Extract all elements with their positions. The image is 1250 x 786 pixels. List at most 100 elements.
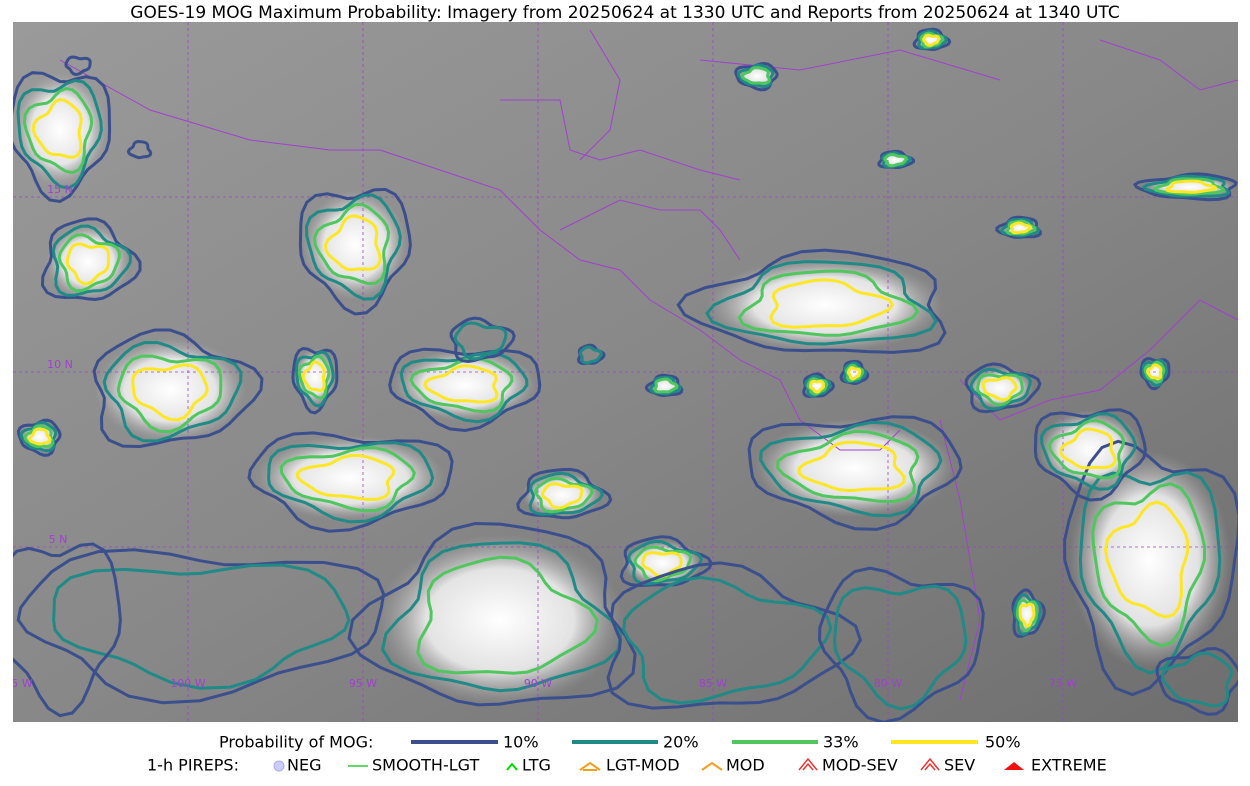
cloud	[94, 337, 246, 443]
lon-label: 95 W	[349, 677, 377, 690]
contour	[116, 354, 223, 434]
contour	[995, 215, 1042, 239]
contour	[922, 33, 941, 47]
contour	[912, 27, 952, 52]
contour	[1145, 363, 1163, 380]
contour	[740, 66, 772, 85]
contour	[759, 420, 943, 518]
contour	[19, 421, 58, 453]
contour	[416, 555, 599, 675]
contour	[1047, 419, 1126, 480]
contour	[817, 566, 985, 722]
contour	[769, 278, 895, 329]
contour	[540, 482, 584, 510]
contour	[298, 187, 412, 316]
contour	[776, 429, 920, 504]
contour	[22, 86, 94, 175]
legend-item: SEV	[944, 756, 975, 775]
contour	[28, 427, 52, 446]
contour	[31, 98, 83, 159]
contour	[423, 364, 499, 404]
contour	[705, 260, 938, 346]
contour	[13, 542, 122, 718]
cloud	[755, 418, 955, 518]
contour	[1132, 172, 1238, 202]
contour	[1155, 646, 1238, 716]
lon-label: 75 W	[1049, 677, 1077, 690]
contour	[347, 521, 637, 707]
legend-item: MOD	[726, 756, 765, 775]
contour	[633, 545, 693, 583]
contour	[736, 63, 775, 89]
contour	[380, 541, 623, 693]
contour	[734, 61, 779, 92]
contour	[1058, 427, 1117, 470]
graticule	[13, 22, 1238, 722]
contour	[579, 345, 603, 365]
contour	[51, 224, 132, 297]
legend-item: SMOOTH-LGT	[372, 756, 479, 775]
legend-title: 1-h PIREPS:	[147, 756, 239, 775]
legend-item: LGT-MOD	[606, 756, 680, 775]
contour	[16, 548, 386, 705]
legend-title: Probability of MOG:	[219, 733, 373, 752]
contour	[809, 379, 825, 394]
contour	[976, 373, 1024, 407]
contour	[40, 217, 142, 302]
contour	[528, 471, 604, 516]
contour	[312, 202, 391, 286]
contour	[847, 366, 862, 381]
contour	[619, 535, 713, 588]
contour	[1152, 177, 1226, 196]
contour	[653, 377, 679, 394]
contour	[16, 78, 103, 190]
contour	[1018, 602, 1036, 628]
contour	[1160, 651, 1233, 708]
legend-item: MOD-SEV	[822, 756, 898, 775]
contour	[981, 376, 1018, 402]
legend-item: 33%	[823, 733, 859, 752]
contour	[65, 242, 111, 286]
contour	[747, 415, 963, 531]
contour	[883, 153, 908, 168]
lat-label: 15 N	[47, 183, 73, 196]
contour	[1000, 218, 1040, 238]
contour	[16, 418, 62, 457]
legend-item: 20%	[663, 733, 699, 752]
legend-item: 50%	[985, 733, 1021, 752]
contour	[622, 575, 833, 705]
lon-label: 90 W	[524, 677, 552, 690]
contour	[131, 363, 209, 422]
legend-item: NEG	[287, 756, 321, 775]
lon-label: 105 W	[0, 677, 33, 690]
lat-label: 10 N	[47, 358, 73, 371]
contour	[92, 328, 264, 449]
contour	[409, 356, 514, 414]
contour	[1141, 174, 1231, 198]
contour	[833, 584, 968, 711]
contour	[1091, 482, 1207, 648]
lon-label: 100 W	[170, 677, 205, 690]
contour	[644, 373, 684, 398]
map: 105 W 100 W 95 W 90 W 85 W 80 W 75 W 15 …	[0, 22, 1238, 722]
contour	[294, 350, 335, 408]
contour	[52, 563, 351, 690]
contour	[247, 431, 454, 533]
contour	[304, 193, 402, 301]
contour	[839, 359, 870, 386]
contour	[13, 71, 112, 204]
contour	[1005, 219, 1037, 236]
legend-item: 10%	[503, 733, 539, 752]
contour	[516, 467, 613, 520]
legend-item: EXTREME	[1031, 756, 1107, 775]
contour	[1103, 500, 1190, 619]
contour	[301, 360, 326, 393]
lon-label: 85 W	[699, 677, 727, 690]
contour	[1033, 408, 1147, 502]
contour	[297, 354, 331, 400]
contour	[23, 424, 55, 449]
contour	[1143, 360, 1166, 384]
legend-item: LTG	[522, 756, 551, 775]
contour	[1009, 221, 1033, 235]
